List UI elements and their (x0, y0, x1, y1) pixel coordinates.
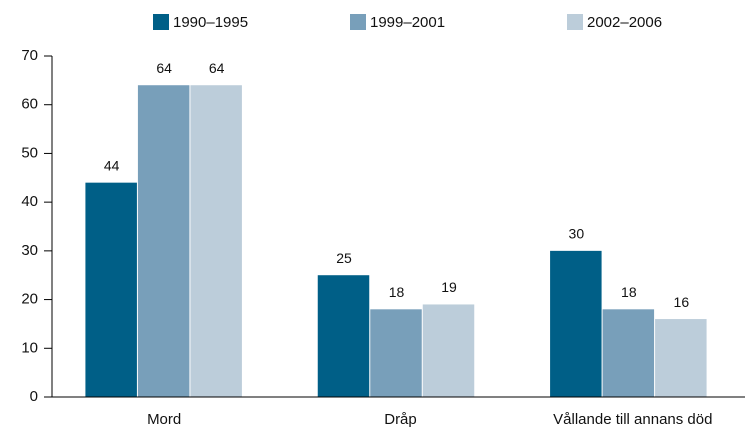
bar (317, 275, 370, 397)
legend-swatch (153, 14, 169, 30)
x-tick-label: Dråp (384, 411, 417, 428)
value-label: 64 (156, 60, 172, 76)
bar (190, 85, 242, 397)
y-tick-label: 30 (21, 242, 38, 259)
bar (422, 304, 475, 397)
value-label: 18 (621, 284, 637, 300)
bar (370, 309, 422, 397)
bar (550, 250, 602, 397)
bar (137, 85, 190, 397)
y-tick-label: 70 (21, 47, 38, 64)
value-label: 18 (389, 284, 405, 300)
legend-swatch (350, 14, 366, 30)
y-tick-label: 0 (30, 388, 38, 405)
legend-label: 1999–2001 (370, 14, 445, 31)
value-label: 19 (441, 279, 457, 295)
value-label: 25 (336, 250, 352, 266)
value-label: 64 (209, 60, 225, 76)
x-tick-label: Vållande till annans död (553, 411, 712, 428)
x-tick-label: Mord (147, 411, 181, 428)
y-tick-label: 50 (21, 144, 38, 161)
y-tick-label: 10 (21, 339, 38, 356)
value-label: 30 (569, 226, 585, 242)
y-tick-label: 60 (21, 96, 38, 113)
value-label: 16 (674, 294, 690, 310)
legend-label: 1990–1995 (173, 14, 248, 31)
legend-swatch (567, 14, 583, 30)
y-tick-label: 40 (21, 193, 38, 210)
y-tick-label: 20 (21, 291, 38, 308)
legend-label: 2002–2006 (587, 14, 662, 31)
bar (602, 309, 655, 397)
bar (655, 319, 707, 397)
value-label: 44 (104, 157, 120, 173)
bar (85, 182, 137, 397)
